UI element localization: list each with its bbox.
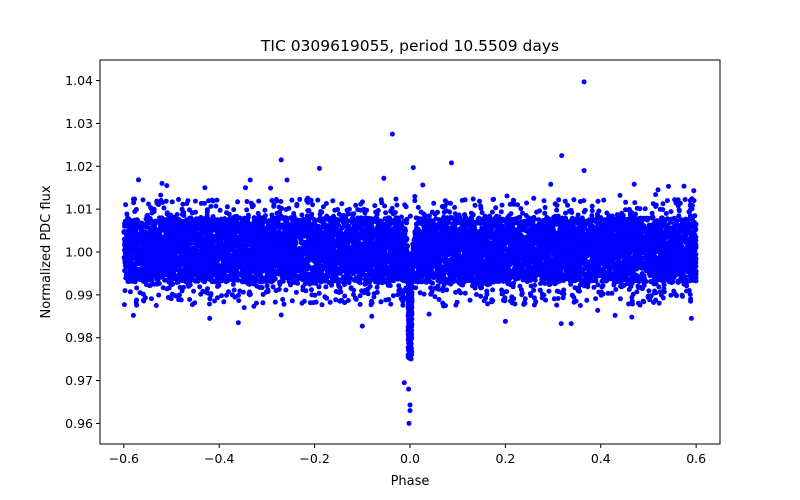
data-point <box>396 283 402 289</box>
data-points-layer <box>121 79 699 426</box>
data-point <box>136 177 141 183</box>
data-point <box>207 301 212 307</box>
data-point <box>595 198 601 204</box>
data-point <box>498 209 504 215</box>
data-point <box>554 207 560 213</box>
data-point <box>595 282 601 288</box>
chart-title: TIC 0309619055, period 10.5509 days <box>260 37 559 55</box>
data-point <box>595 307 601 313</box>
data-point <box>536 217 542 223</box>
data-point <box>148 296 154 302</box>
data-point <box>395 292 401 298</box>
data-point <box>390 293 396 299</box>
data-point <box>462 290 468 296</box>
data-point <box>226 211 232 217</box>
data-point <box>430 280 436 286</box>
data-point <box>256 198 262 204</box>
data-point <box>428 285 434 291</box>
data-point <box>668 292 674 298</box>
data-point <box>235 199 241 205</box>
data-point <box>127 289 133 295</box>
data-point <box>531 195 537 201</box>
data-point <box>617 192 623 198</box>
data-point <box>212 298 217 304</box>
data-point <box>170 281 176 287</box>
data-point <box>420 182 426 188</box>
data-point <box>436 297 442 302</box>
data-point <box>358 201 364 207</box>
